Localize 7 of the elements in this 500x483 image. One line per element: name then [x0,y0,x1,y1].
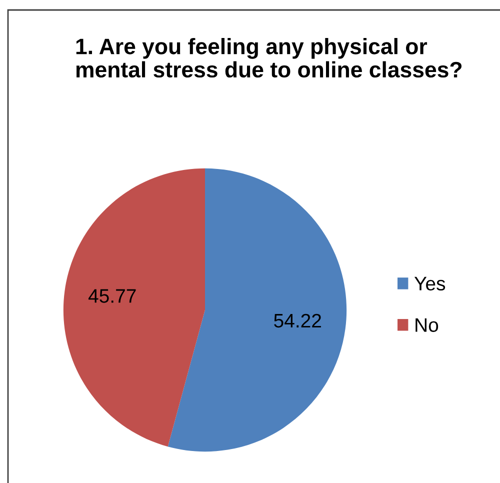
data-label: 54.22 [274,314,321,328]
pie-slice [168,168,347,452]
data-label: 45.77 [88,289,136,303]
legend-label: Yes [414,276,446,290]
chart-title: 1. Are you feeling any physical or mental stress due to online classes? [76,38,462,78]
legend-label: No [416,318,438,332]
pie-slice [63,168,205,447]
